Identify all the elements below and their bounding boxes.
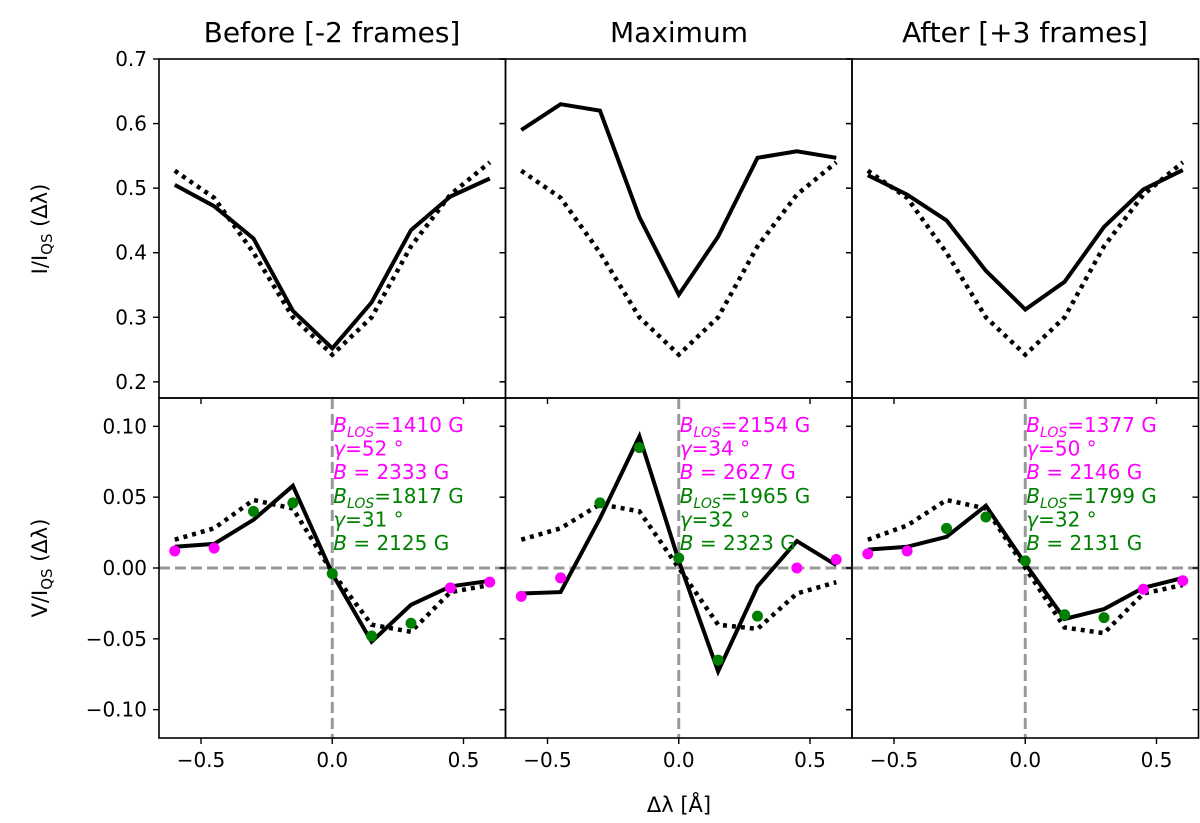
annotation-magenta: B = 2627 G — [680, 460, 796, 484]
green-point — [594, 497, 606, 509]
annotation-magenta: γ=34 ° — [680, 437, 750, 461]
observed-profile-line — [866, 168, 1184, 313]
green-point — [980, 511, 992, 523]
green-point — [673, 552, 685, 564]
annotation-green: BLOS=1965 G — [680, 484, 811, 512]
magenta-point — [830, 554, 842, 565]
plot-area — [852, 398, 1199, 738]
panel-top-middle — [499, 58, 853, 404]
annotation-green: γ=32 ° — [680, 508, 750, 532]
plot-area — [159, 398, 506, 738]
green-point — [1019, 555, 1031, 567]
y-tick-label: 0.6 — [115, 112, 147, 136]
annotation-green: B = 2125 G — [333, 531, 449, 555]
annotation-green: B = 2323 G — [680, 531, 796, 555]
x-tick-label: 0.0 — [316, 748, 348, 772]
y-axis-label-bottom: V/IQS (Δλ) — [28, 519, 56, 618]
synthetic-profile-line — [866, 160, 1185, 358]
annotation-magenta: γ=50 ° — [1026, 437, 1096, 461]
y-tick-label: 0.00 — [102, 556, 147, 580]
x-tick-label: −0.5 — [870, 748, 919, 772]
magenta-point — [484, 576, 496, 588]
y-tick-label: 0.10 — [102, 414, 147, 438]
x-tick-label: 0.5 — [794, 748, 826, 772]
synthetic-profile-line — [520, 160, 838, 358]
y-axis-label-top: I/IQS (Δλ) — [28, 184, 56, 275]
annotation-green: γ=32 ° — [1026, 508, 1096, 532]
magenta-point — [862, 548, 874, 560]
title-after: After [+3 frames] — [902, 16, 1148, 49]
title-maximum: Maximum — [610, 16, 748, 49]
x-tick-label: −0.5 — [523, 748, 572, 772]
annotation-green: B = 2131 G — [1026, 531, 1142, 555]
annotation-magenta: BLOS=1410 G — [333, 413, 464, 441]
panel-top-right — [846, 58, 1200, 404]
annotation-magenta: γ=52 ° — [333, 437, 403, 461]
green-point — [712, 654, 724, 666]
plot-area — [520, 102, 838, 358]
observed-profile-line — [520, 102, 837, 299]
green-point — [287, 497, 299, 509]
y-tick-label: 0.4 — [115, 241, 147, 265]
title-before: Before [-2 frames] — [204, 16, 461, 49]
y-tick-label: −0.05 — [86, 627, 147, 651]
green-point — [752, 610, 763, 622]
magenta-point — [169, 545, 181, 557]
green-point — [405, 617, 417, 629]
annotation-magenta: B = 2333 G — [333, 460, 449, 484]
annotation-green: BLOS=1799 G — [1026, 484, 1157, 512]
panel-frame — [504, 58, 853, 399]
y-tick-label: 0.2 — [115, 370, 147, 394]
x-tick-label: 0.0 — [1009, 748, 1041, 772]
annotation-green: γ=31 ° — [333, 508, 403, 532]
y-tick-label: 0.05 — [102, 485, 147, 509]
magenta-point — [901, 545, 913, 557]
y-tick-label: 0.7 — [115, 47, 147, 71]
green-point — [366, 630, 378, 642]
magenta-point — [1177, 575, 1189, 587]
annotation-magenta: B = 2146 G — [1026, 460, 1142, 484]
green-point — [633, 442, 645, 454]
panel-top-left: 0.2 0.3 0.4 0.5 0.6 0.7 — [115, 47, 507, 404]
synthetic-profile-line — [867, 497, 1184, 636]
plot-area — [505, 398, 852, 738]
synthetic-profile-line — [520, 501, 837, 632]
y-tick-label: −0.10 — [86, 698, 147, 722]
y-tick-label: 0.3 — [115, 305, 147, 329]
plot-area — [866, 160, 1185, 358]
y-tick-label: 0.5 — [115, 176, 147, 200]
green-point — [326, 568, 338, 580]
synthetic-profile-line — [174, 497, 491, 635]
x-tick-label: 0.0 — [663, 748, 695, 772]
magenta-point — [444, 582, 456, 594]
x-tick-label: 0.5 — [448, 748, 480, 772]
green-point — [941, 522, 952, 534]
x-axis-label: Δλ [Å] — [647, 791, 711, 817]
magenta-point — [1137, 583, 1149, 595]
annotation-magenta: BLOS=2154 G — [680, 413, 811, 441]
magenta-point — [208, 542, 220, 554]
observed-profile-line — [173, 176, 491, 352]
annotation-green: BLOS=1817 G — [333, 484, 464, 512]
green-point — [1098, 612, 1110, 624]
annotation-magenta: BLOS=1377 G — [1026, 413, 1157, 441]
green-point — [1059, 609, 1071, 621]
magenta-point — [515, 590, 527, 602]
green-point — [248, 505, 259, 517]
panel-frame — [851, 58, 1200, 399]
synthetic-profile-line — [173, 160, 492, 358]
x-tick-label: −0.5 — [177, 748, 226, 772]
magenta-point — [555, 572, 567, 584]
x-tick-label: 0.5 — [1141, 748, 1173, 772]
plot-area — [173, 160, 492, 358]
magenta-point — [791, 562, 803, 574]
